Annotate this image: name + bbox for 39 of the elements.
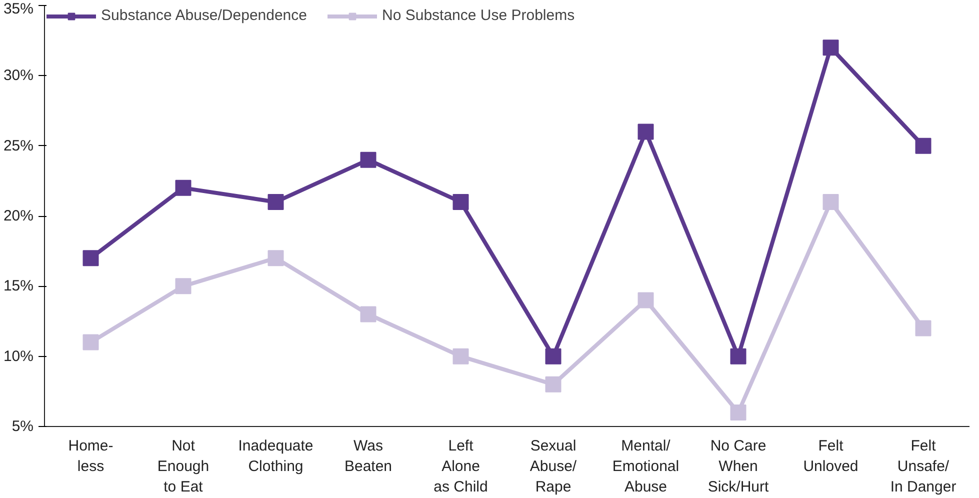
- x-tick-label: Left Alone as Child: [434, 438, 488, 496]
- x-tick-label: Inadequate Clothing: [238, 438, 314, 475]
- x-tick-label: Mental/ Emotional Abuse: [612, 438, 680, 496]
- x-tick-label: Not Enough to Eat: [157, 438, 210, 496]
- x-tick-label: Felt Unsafe/ In Danger: [890, 438, 956, 496]
- legend-label: No Substance Use Problems: [382, 7, 575, 24]
- y-tick-label: 35%: [3, 0, 34, 18]
- y-tick-label: 10%: [3, 348, 34, 365]
- point: [360, 152, 376, 168]
- point: [915, 138, 932, 154]
- point: [730, 348, 746, 364]
- x-tick-label: Was Beaten: [344, 438, 392, 475]
- point: [452, 348, 469, 364]
- point: [545, 348, 562, 364]
- point: [638, 124, 654, 140]
- point: [82, 250, 99, 266]
- point: [268, 250, 284, 266]
- point: [822, 40, 839, 56]
- x-tick-label: Sexual Abuse/ Rape: [530, 438, 578, 496]
- point: [82, 334, 99, 350]
- y-tick-label: 25%: [3, 137, 34, 154]
- y-tick-label: 20%: [3, 208, 34, 224]
- y-tick-label: 15%: [3, 278, 34, 295]
- x-tick-label: Home- less: [68, 438, 114, 475]
- point: [730, 404, 746, 420]
- point: [452, 194, 469, 210]
- point: [268, 194, 284, 210]
- point: [545, 376, 562, 392]
- x-tick-label: No Care When Sick/Hurt: [708, 438, 770, 496]
- point: [175, 278, 192, 294]
- y-tick-label: 5%: [12, 418, 34, 435]
- point: [638, 292, 654, 308]
- point: [822, 194, 839, 210]
- y-tick-label: 30%: [3, 67, 34, 84]
- point: [915, 320, 932, 336]
- point: [175, 180, 192, 196]
- point: [360, 306, 376, 322]
- x-tick-label: Felt Unloved: [803, 438, 858, 475]
- legend-label: Substance Abuse/Dependence: [101, 7, 307, 24]
